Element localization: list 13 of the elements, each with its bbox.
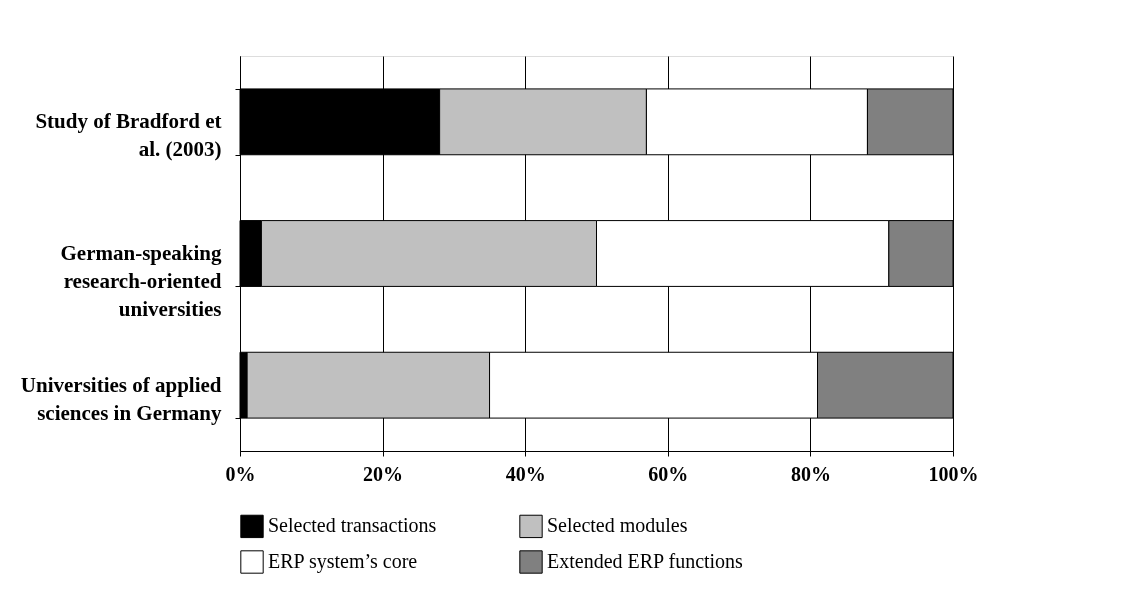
legend-label: Selected modules [547,514,688,537]
legend-label: Extended ERP functions [547,550,744,572]
x-tick-label: 60% [648,462,689,485]
y-tick-label: Universities of applied sciences in Germany [20,372,222,425]
y-tick-label: German-speaking research-oriented universities [60,241,222,321]
x-tick-label: 0% [225,462,256,485]
legend-label: Selected transactions [268,514,437,537]
y-tick-label: Study of Bradford et al. (2003) [35,109,222,162]
x-tick-label: 20% [363,462,404,485]
legend-label: ERP system’s core [268,550,418,573]
x-tick-label: 80% [790,462,831,485]
x-tick-label: 100% [928,462,979,485]
x-tick-label: 40% [505,462,546,485]
